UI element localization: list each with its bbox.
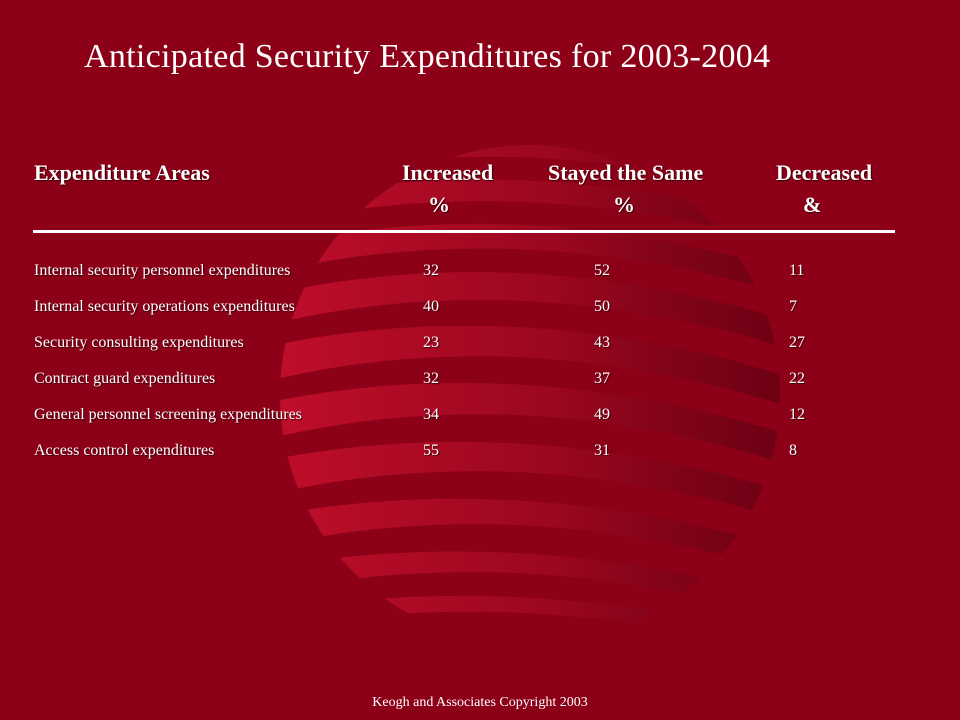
slide-title: Anticipated Security Expenditures for 20…	[84, 38, 771, 75]
row-decreased: 7	[789, 298, 797, 315]
row-increased: 23	[423, 334, 439, 351]
row-increased: 34	[423, 406, 439, 423]
table-row: Access control expenditures 55 31 8	[0, 438, 960, 468]
row-same: 52	[594, 262, 610, 279]
row-increased: 55	[423, 442, 439, 459]
table-header: Expenditure Areas Increased % Stayed the…	[0, 160, 960, 230]
header-stayed-the-same-unit: %	[613, 192, 635, 217]
row-area: Access control expenditures	[34, 442, 215, 459]
table-row: General personnel screening expenditures…	[0, 402, 960, 432]
row-area: Internal security personnel expenditures	[34, 262, 291, 279]
row-same: 43	[594, 334, 610, 351]
copyright-footer: Keogh and Associates Copyright 2003	[372, 695, 588, 710]
row-decreased: 11	[789, 262, 805, 279]
row-area: Contract guard expenditures	[34, 370, 216, 387]
header-divider	[33, 230, 895, 233]
table-row: Contract guard expenditures 32 37 22	[0, 366, 960, 396]
row-increased: 32	[423, 262, 439, 279]
row-decreased: 8	[789, 442, 797, 459]
row-same: 31	[594, 442, 610, 459]
header-stayed-the-same: Stayed the Same	[548, 160, 704, 185]
table-row: Security consulting expenditures 23 43 2…	[0, 330, 960, 360]
row-increased: 40	[423, 298, 439, 315]
header-decreased-unit: &	[803, 192, 822, 217]
row-decreased: 22	[789, 370, 805, 387]
header-decreased: Decreased	[776, 160, 873, 185]
row-decreased: 12	[789, 406, 805, 423]
row-area: Security consulting expenditures	[34, 334, 244, 351]
row-area: Internal security operations expenditure…	[34, 298, 295, 315]
table-row: Internal security personnel expenditures…	[0, 258, 960, 288]
header-increased-unit: %	[428, 192, 450, 217]
row-area: General personnel screening expenditures	[34, 406, 302, 423]
row-same: 50	[594, 298, 610, 315]
row-decreased: 27	[789, 334, 805, 351]
header-increased: Increased	[402, 160, 494, 185]
row-same: 37	[594, 370, 610, 387]
row-increased: 32	[423, 370, 439, 387]
table-row: Internal security operations expenditure…	[0, 294, 960, 324]
header-expenditure-areas: Expenditure Areas	[34, 160, 210, 185]
row-same: 49	[594, 406, 610, 423]
